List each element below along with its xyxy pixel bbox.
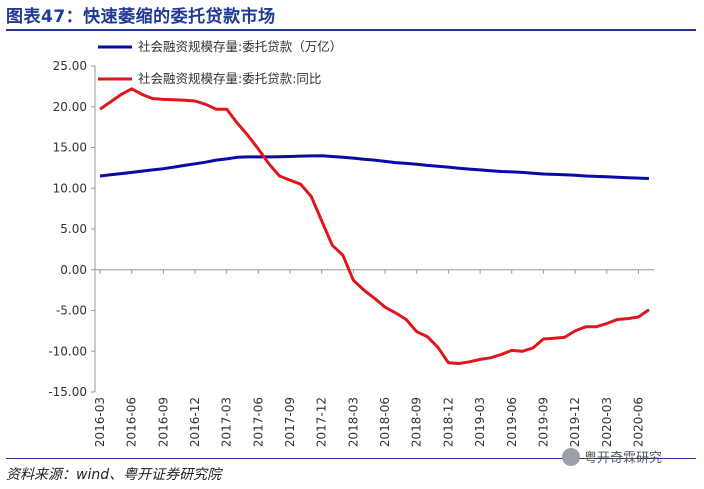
y-tick-label: 10.00	[53, 181, 87, 195]
y-tick-label: 5.00	[60, 222, 87, 236]
x-tick-label: 2016-06	[125, 397, 139, 447]
x-tick-label: 2017-09	[283, 397, 297, 447]
x-tick-label: 2018-03	[346, 397, 360, 447]
x-tick-label: 2018-09	[410, 397, 424, 447]
x-tick-labels: 2016-03 2016-06 2016-09 2016-12 2017-03 2017-…	[93, 269, 645, 447]
x-tick-label: 2016-03	[93, 397, 107, 447]
x-tick-label: 2018-06	[378, 397, 392, 447]
footer-divider	[6, 458, 696, 459]
y-tick-label: -5.00	[56, 304, 87, 318]
y-tick-label: -15.00	[48, 385, 87, 399]
x-tick-label: 2019-09	[536, 397, 550, 447]
y-tick-labels: 25.00 20.00 15.00 10.00 5.00 0.00 -5.00 -10.00 -…	[48, 59, 95, 399]
series-line-1	[99, 154, 650, 180]
x-tick-label: 2016-12	[188, 397, 202, 447]
x-tick-label: 2017-12	[315, 397, 329, 447]
x-tick-label: 2018-12	[441, 397, 455, 447]
series-lines	[99, 87, 650, 365]
x-tick-label: 2019-06	[505, 397, 519, 447]
y-tick-label: 0.00	[60, 263, 87, 277]
wechat-icon	[562, 447, 580, 466]
y-tick-label: 25.00	[53, 59, 87, 73]
x-tick-label: 2017-06	[251, 397, 265, 447]
y-tick-label: -10.00	[48, 344, 87, 358]
x-tick-label: 2020-06	[631, 397, 645, 447]
legend-label-1: 社会融资规模存量:委托贷款（万亿）	[138, 39, 342, 54]
series-line-2	[99, 87, 650, 365]
title-divider	[6, 29, 696, 31]
source-note: 资料来源：wind、粤开证券研究院	[6, 467, 222, 483]
x-tick-label: 2016-09	[156, 397, 170, 447]
x-tick-label: 2020-03	[600, 397, 614, 447]
chart-axes	[94, 66, 654, 392]
x-tick-label: 2019-12	[568, 397, 582, 447]
y-tick-label: 20.00	[53, 100, 87, 114]
watermark-text: 粤开奇霖研究	[584, 451, 663, 466]
y-tick-label: 15.00	[53, 141, 87, 155]
x-tick-label: 2019-03	[473, 397, 487, 447]
chart-title: 图表47：快速萎缩的委托贷款市场	[6, 7, 276, 27]
x-tick-label: 2017-03	[220, 397, 234, 447]
chart-legend: 社会融资规模存量:委托贷款（万亿） 社会融资规模存量:委托贷款:同比	[98, 39, 342, 86]
legend-label-2: 社会融资规模存量:委托贷款:同比	[138, 71, 321, 86]
watermark: 粤开奇霖研究	[562, 447, 662, 466]
